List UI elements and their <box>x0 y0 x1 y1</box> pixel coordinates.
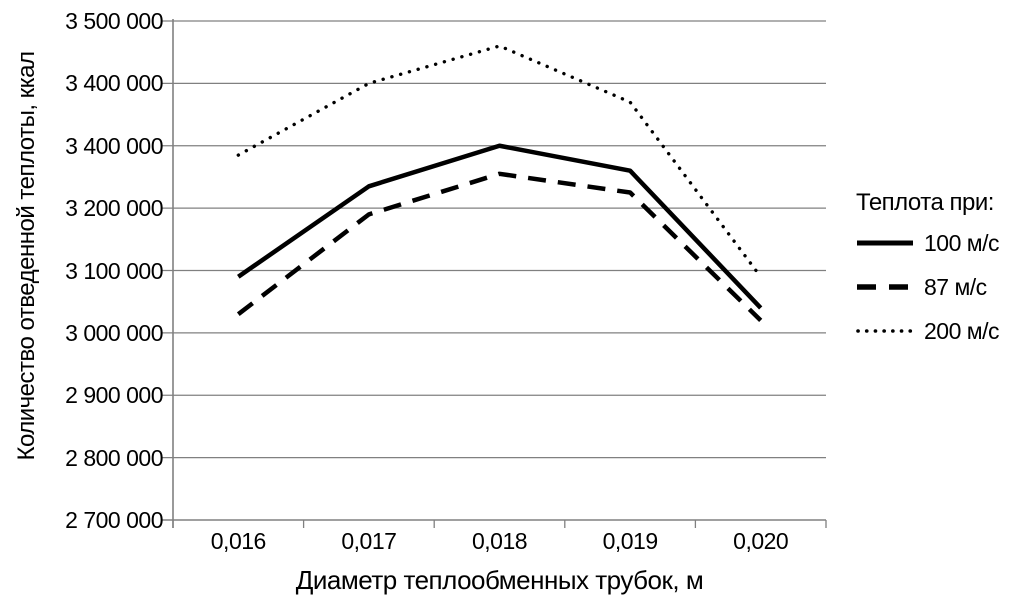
dashed-line-icon <box>857 284 913 290</box>
legend-item-87ms: 87 м/с <box>856 272 1016 302</box>
x-tick-label: 0,016 <box>210 528 267 554</box>
legend-title: Теплота при: <box>856 189 994 216</box>
legend-label-87ms: 87 м/с <box>924 273 987 300</box>
y-tick-label: 2 700 000 <box>65 507 163 533</box>
solid-line-icon <box>857 240 913 246</box>
legend-label-200ms: 200 м/с <box>924 317 999 344</box>
y-tick-label: 3 400 000 <box>65 70 163 97</box>
y-tick-label: 2 800 000 <box>65 444 163 471</box>
legend-item-200ms: 200 м/с <box>856 316 1016 346</box>
series-line-200-м-с <box>236 44 763 279</box>
y-tick-label: 3 200 000 <box>65 195 163 222</box>
y-tick-label: 3 000 000 <box>65 319 163 346</box>
legend-label-100ms: 100 м/с <box>924 229 999 256</box>
x-axis-title: Диаметр теплообменных трубок, м <box>295 565 704 595</box>
y-tick-label: 3 500 000 <box>65 8 163 34</box>
y-tick-label: 2 900 000 <box>65 382 163 409</box>
y-tick-label: 3 400 000 <box>65 132 163 159</box>
x-tick-label: 0,019 <box>602 528 659 554</box>
x-tick-label: 0,018 <box>471 528 528 554</box>
dotted-line-icon <box>856 329 914 333</box>
x-tick-label: 0,017 <box>341 528 397 554</box>
y-axis-title: Количество отведенной теплоты, ккал <box>13 51 40 461</box>
legend: Теплота при: 100 м/с 87 м/с 200 м/с <box>856 190 1016 360</box>
y-tick-label: 3 100 000 <box>65 257 163 284</box>
series-line-100-м-с <box>237 143 763 310</box>
series-line-87-м-с <box>236 171 763 323</box>
x-tick-label: 0,020 <box>733 528 789 554</box>
legend-item-100ms: 100 м/с <box>856 228 1016 258</box>
